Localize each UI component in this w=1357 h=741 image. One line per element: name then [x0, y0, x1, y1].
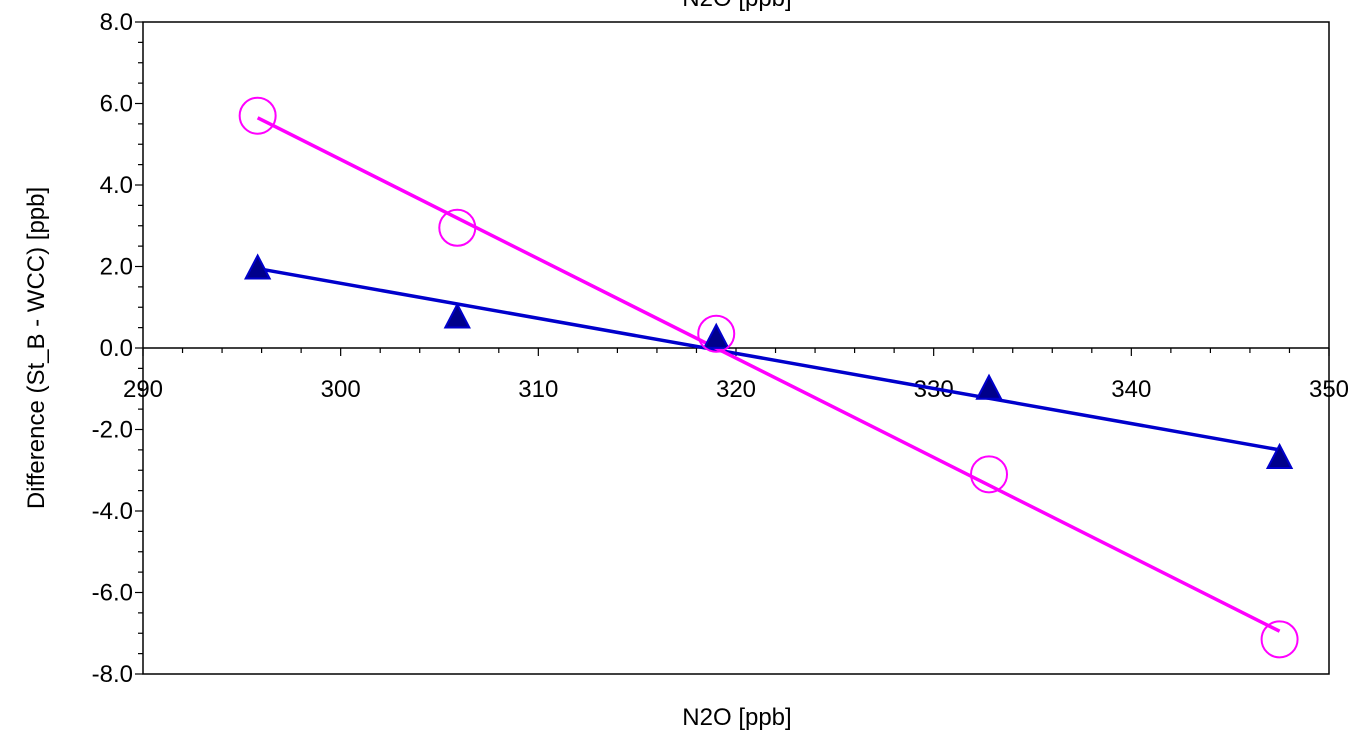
series-marks [238, 96, 1299, 659]
series-1-point [1265, 442, 1294, 470]
x-tick-label: 350 [1309, 376, 1349, 403]
series-1-point [702, 322, 730, 349]
x-tick-label: 340 [1111, 376, 1151, 403]
series-1-point [243, 253, 272, 280]
series-2-fit-line [256, 116, 1281, 633]
y-tick-label: 6.0 [100, 91, 133, 118]
series-1-fit-line [257, 266, 1280, 452]
x-tick-label: 310 [518, 376, 558, 403]
series-2-point [970, 455, 1009, 494]
y-tick-label: 8.0 [100, 9, 133, 36]
y-tick-label: -4.0 [92, 498, 133, 525]
series-2-point [438, 208, 477, 247]
y-tick-label: 2.0 [100, 254, 133, 281]
x-axis-title: N2O [ppb] [682, 704, 791, 731]
series-2-point [697, 314, 736, 353]
x-tick-label: 300 [321, 376, 361, 403]
series-2-point [1260, 620, 1299, 659]
y-tick-label: 0.0 [100, 335, 133, 362]
y-tick-label: -2.0 [92, 417, 133, 444]
x-tick-label: 290 [123, 376, 163, 403]
series-1-point [443, 302, 471, 329]
y-axis-title: Difference (St_B - WCC) [ppb] [23, 187, 50, 509]
y-tick-label: 4.0 [100, 172, 133, 199]
series-2-point [238, 96, 277, 135]
series-1-point [975, 373, 1003, 400]
x-tick-label: 320 [716, 376, 756, 403]
chart-title: N2O [ppb] [682, 0, 791, 12]
y-tick-label: -8.0 [92, 661, 133, 688]
y-tick-label: -6.0 [92, 580, 133, 607]
